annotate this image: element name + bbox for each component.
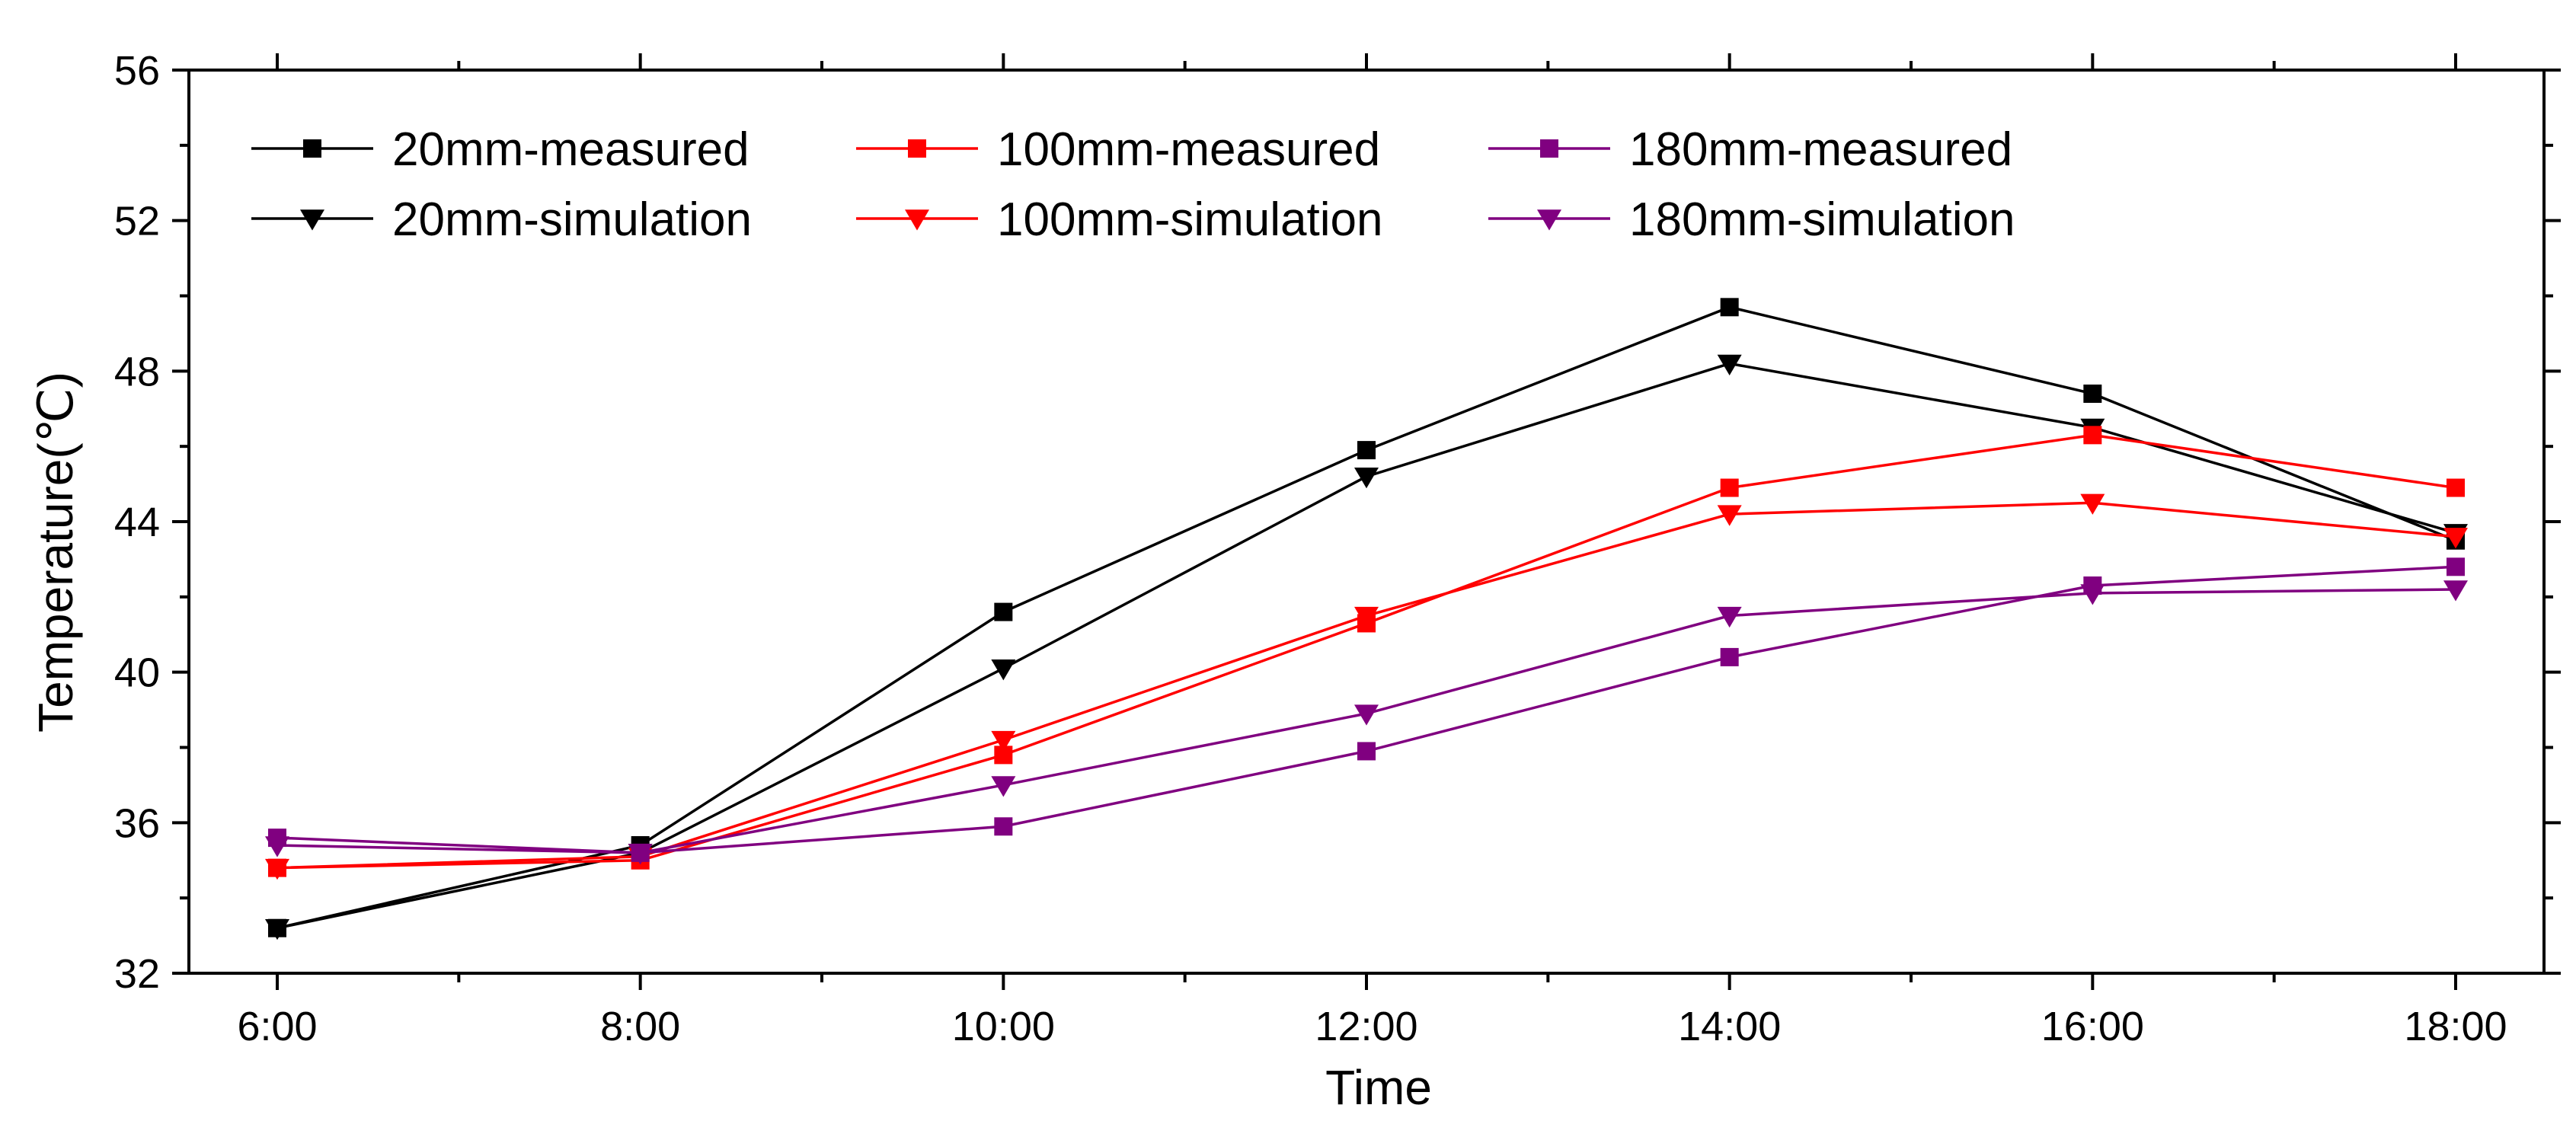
y-tick-label: 32 bbox=[114, 951, 160, 997]
data-point bbox=[628, 844, 653, 865]
legend-item: 180mm-measured bbox=[1488, 123, 2012, 176]
data-point bbox=[2083, 384, 2102, 403]
plot-area bbox=[265, 298, 2468, 940]
x-tick-label: 16:00 bbox=[2041, 1004, 2144, 1049]
x-tick-label: 6:00 bbox=[237, 1004, 317, 1049]
data-point bbox=[1357, 742, 1376, 761]
data-point bbox=[1720, 298, 1739, 317]
data-point bbox=[265, 836, 289, 857]
legend-swatch-marker bbox=[300, 209, 324, 231]
x-tick-label: 12:00 bbox=[1315, 1004, 1417, 1049]
legend-item: 100mm-simulation bbox=[856, 193, 1383, 246]
data-point bbox=[1717, 354, 1742, 376]
legend-label: 180mm-measured bbox=[1629, 123, 2012, 176]
series-100mm-simulation bbox=[265, 493, 2468, 880]
series-180mm-simulation bbox=[265, 580, 2468, 865]
legend-item: 20mm-simulation bbox=[251, 193, 752, 246]
data-point bbox=[1354, 606, 1379, 628]
data-point bbox=[2443, 528, 2468, 549]
data-point bbox=[2080, 493, 2105, 515]
data-point bbox=[991, 659, 1016, 681]
legend-swatch-marker bbox=[303, 139, 321, 158]
data-point bbox=[2080, 584, 2105, 605]
series-line bbox=[276, 501, 2456, 870]
legend: 20mm-measured 20mm-simulation 100mm-measur… bbox=[251, 123, 2015, 246]
legend-item: 100mm-measured bbox=[856, 123, 1380, 176]
series-line bbox=[276, 433, 2456, 870]
data-point bbox=[2447, 557, 2465, 576]
x-tick-label: 14:00 bbox=[1678, 1004, 1781, 1049]
x-tick-label: 10:00 bbox=[952, 1004, 1055, 1049]
data-point bbox=[1354, 704, 1379, 726]
legend-label: 20mm-simulation bbox=[392, 193, 752, 246]
legend-label: 100mm-simulation bbox=[997, 193, 1383, 246]
data-point bbox=[2443, 580, 2468, 602]
x-tick-label: 8:00 bbox=[600, 1004, 680, 1049]
legend-swatch-marker bbox=[905, 209, 929, 231]
data-point bbox=[265, 919, 289, 940]
y-tick-label: 44 bbox=[114, 500, 160, 545]
y-tick-label: 36 bbox=[114, 800, 160, 846]
legend-swatch-marker bbox=[1540, 139, 1558, 158]
legend-item: 20mm-measured bbox=[251, 123, 749, 176]
data-point bbox=[991, 730, 1016, 752]
legend-label: 100mm-measured bbox=[997, 123, 1380, 176]
data-point bbox=[1354, 468, 1379, 489]
axes: 32 36 40 44 48 52 56 6:00 8:00 10:00 12:00 14:00 16:… bbox=[114, 48, 2561, 1049]
data-point bbox=[994, 817, 1013, 836]
legend-item: 180mm-simulation bbox=[1488, 193, 2015, 246]
y-tick-label: 52 bbox=[114, 199, 160, 244]
data-point bbox=[1720, 647, 1739, 666]
legend-label: 180mm-simulation bbox=[1629, 193, 2015, 246]
data-point bbox=[1357, 441, 1376, 460]
y-tick-label: 40 bbox=[114, 650, 160, 696]
data-point bbox=[991, 776, 1016, 797]
y-tick-label: 56 bbox=[114, 48, 160, 94]
legend-swatch-marker bbox=[1537, 209, 1561, 231]
x-tick-label: 18:00 bbox=[2404, 1004, 2507, 1049]
legend-swatch-marker bbox=[908, 139, 926, 158]
data-point bbox=[265, 858, 289, 880]
data-point bbox=[994, 602, 1013, 621]
data-point bbox=[2447, 478, 2465, 497]
series-100mm-measured bbox=[268, 426, 2465, 877]
x-axis-title: Time bbox=[1325, 1060, 1432, 1115]
data-point bbox=[1717, 606, 1742, 628]
data-point bbox=[1720, 478, 1739, 497]
legend-label: 20mm-measured bbox=[392, 123, 749, 176]
data-point bbox=[2083, 426, 2102, 445]
data-point bbox=[1717, 505, 1742, 526]
y-axis-title: Temperature(℃) bbox=[28, 372, 83, 733]
y-tick-label: 48 bbox=[114, 349, 160, 394]
